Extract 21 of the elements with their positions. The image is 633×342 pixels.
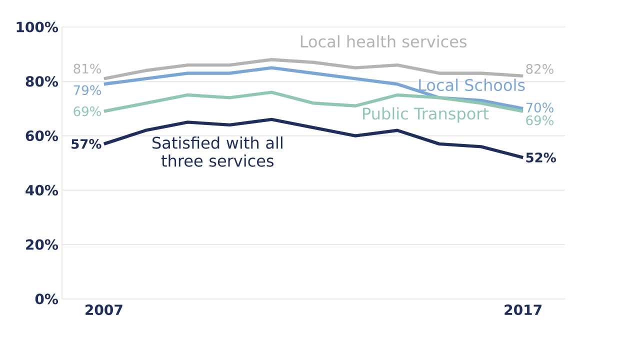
data-label: 52% [526,152,556,162]
y-tick-label: 0% [35,294,58,304]
y-tick-label: 60% [26,130,58,142]
data-label: 69% [74,106,101,116]
y-tick-label: 40% [26,184,58,196]
data-label: 69% [526,115,554,126]
y-tick-label: 20% [26,239,58,250]
line-series [102,58,525,80]
y-tick-label: 80% [26,76,58,87]
x-tick-label: 2007 [86,304,122,316]
data-label: 81% [74,64,101,74]
data-label: 70% [526,102,554,113]
y-tick-label: 100% [16,22,58,32]
data-label: 57% [72,139,102,149]
data-label: 79% [74,85,101,96]
x-tick-label: 2017 [504,304,542,316]
series-label: Public Transport [363,107,489,123]
data-label: 82% [526,64,554,74]
series-label: Local health services [300,35,467,48]
series-label: Satisfied with all three services [152,136,282,167]
series-label: Local Schools [419,78,525,92]
